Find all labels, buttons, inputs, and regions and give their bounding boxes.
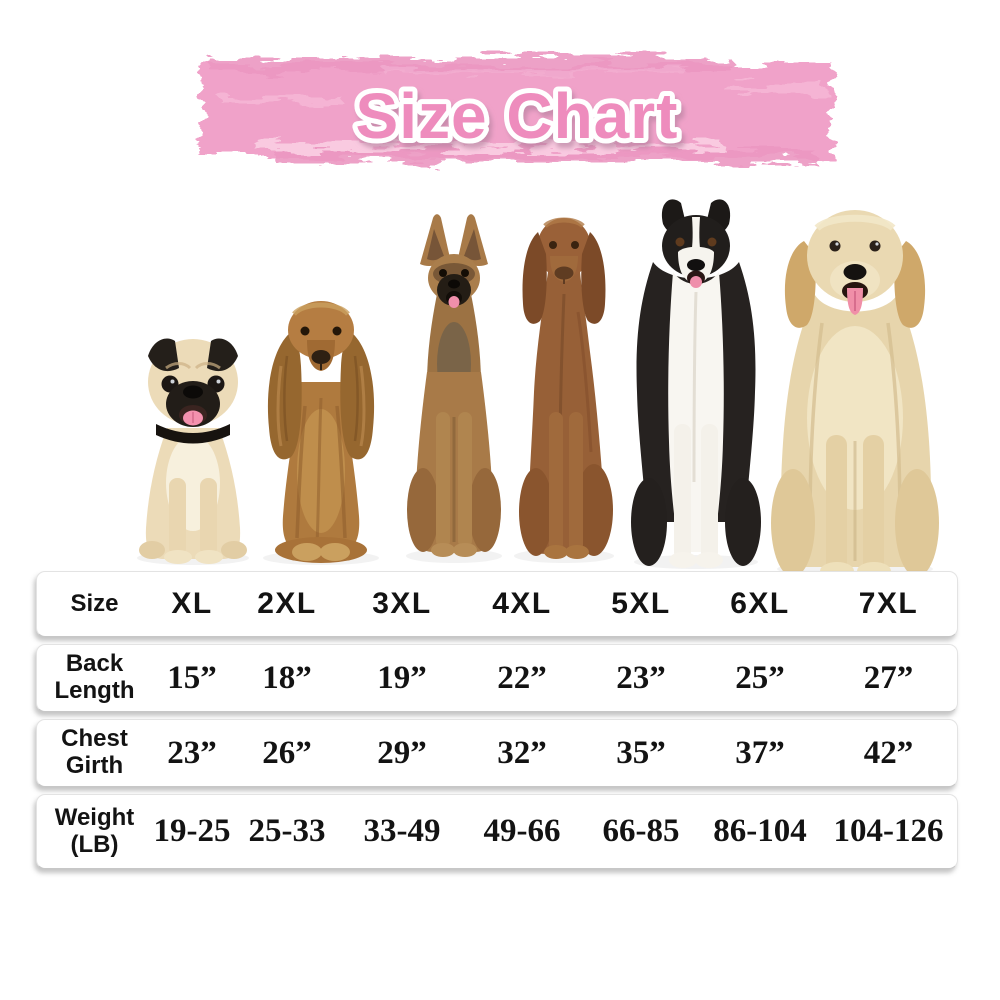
banner-brush-graphic: Size Chart [201, 58, 833, 162]
table-cell: XL [171, 587, 213, 620]
table-cell: 3XL [372, 587, 432, 620]
table-cell: 32” [497, 734, 547, 771]
dog-border-collie-image [622, 192, 770, 574]
table-cell: 27” [863, 659, 914, 696]
table-cell: 104-126 [833, 813, 944, 849]
table-cell: 19” [377, 659, 427, 696]
banner-title: Size Chart [356, 80, 679, 152]
row-label-size: Size [70, 589, 119, 617]
table-cell: 25” [735, 659, 785, 696]
table-cell: 4XL [492, 587, 552, 620]
table-cell: 22” [497, 659, 547, 696]
table-cell: 42” [863, 734, 914, 771]
table-row-chest-girth: Chest Girth 23” 26” 29” 32” 35” 37” 42” [36, 719, 958, 787]
table-cell: 25-33 [248, 813, 326, 849]
dog-cocker-spaniel-image [254, 286, 388, 568]
table-cell: 66-85 [602, 813, 680, 849]
table-cell: 7XL [858, 587, 919, 620]
dog-golden-retriever-image [762, 183, 948, 581]
table-cell: 37” [735, 734, 785, 771]
row-label-chest-girth: Chest Girth [61, 725, 128, 779]
table-cell: 18” [262, 659, 312, 696]
row-label-back-length: Back Length [54, 650, 135, 704]
dog-vizsla-image [505, 202, 623, 568]
table-cell: 2XL [257, 587, 317, 620]
dog-belgian-malinois-image [400, 212, 508, 568]
table-cell: 86-104 [713, 813, 807, 849]
table-cell: 23” [616, 659, 666, 696]
table-cell: 15” [167, 659, 217, 696]
row-label-weight: Weight (LB) [54, 803, 135, 858]
table-cell: 26” [262, 734, 312, 771]
table-cell: 29” [377, 734, 427, 771]
table-cell: 6XL [730, 587, 790, 620]
table-row-back-length: Back Length 15” 18” 19” 22” 23” 25” 27” [36, 644, 958, 712]
table-cell: 33-49 [363, 813, 441, 849]
banner: Size Chart [185, 38, 855, 188]
dog-pug-image [132, 328, 254, 568]
table-cell: 5XL [611, 587, 671, 620]
table-cell: 49-66 [483, 813, 561, 849]
table-cell: 19-25 [153, 813, 231, 849]
table-row-size: Size XL 2XL 3XL 4XL 5XL 6XL 7XL [36, 571, 958, 637]
table-cell: 23” [167, 734, 217, 771]
table-row-weight: Weight (LB) 19-25 25-33 33-49 49-66 66-8… [36, 794, 958, 869]
table-cell: 35” [616, 734, 666, 771]
